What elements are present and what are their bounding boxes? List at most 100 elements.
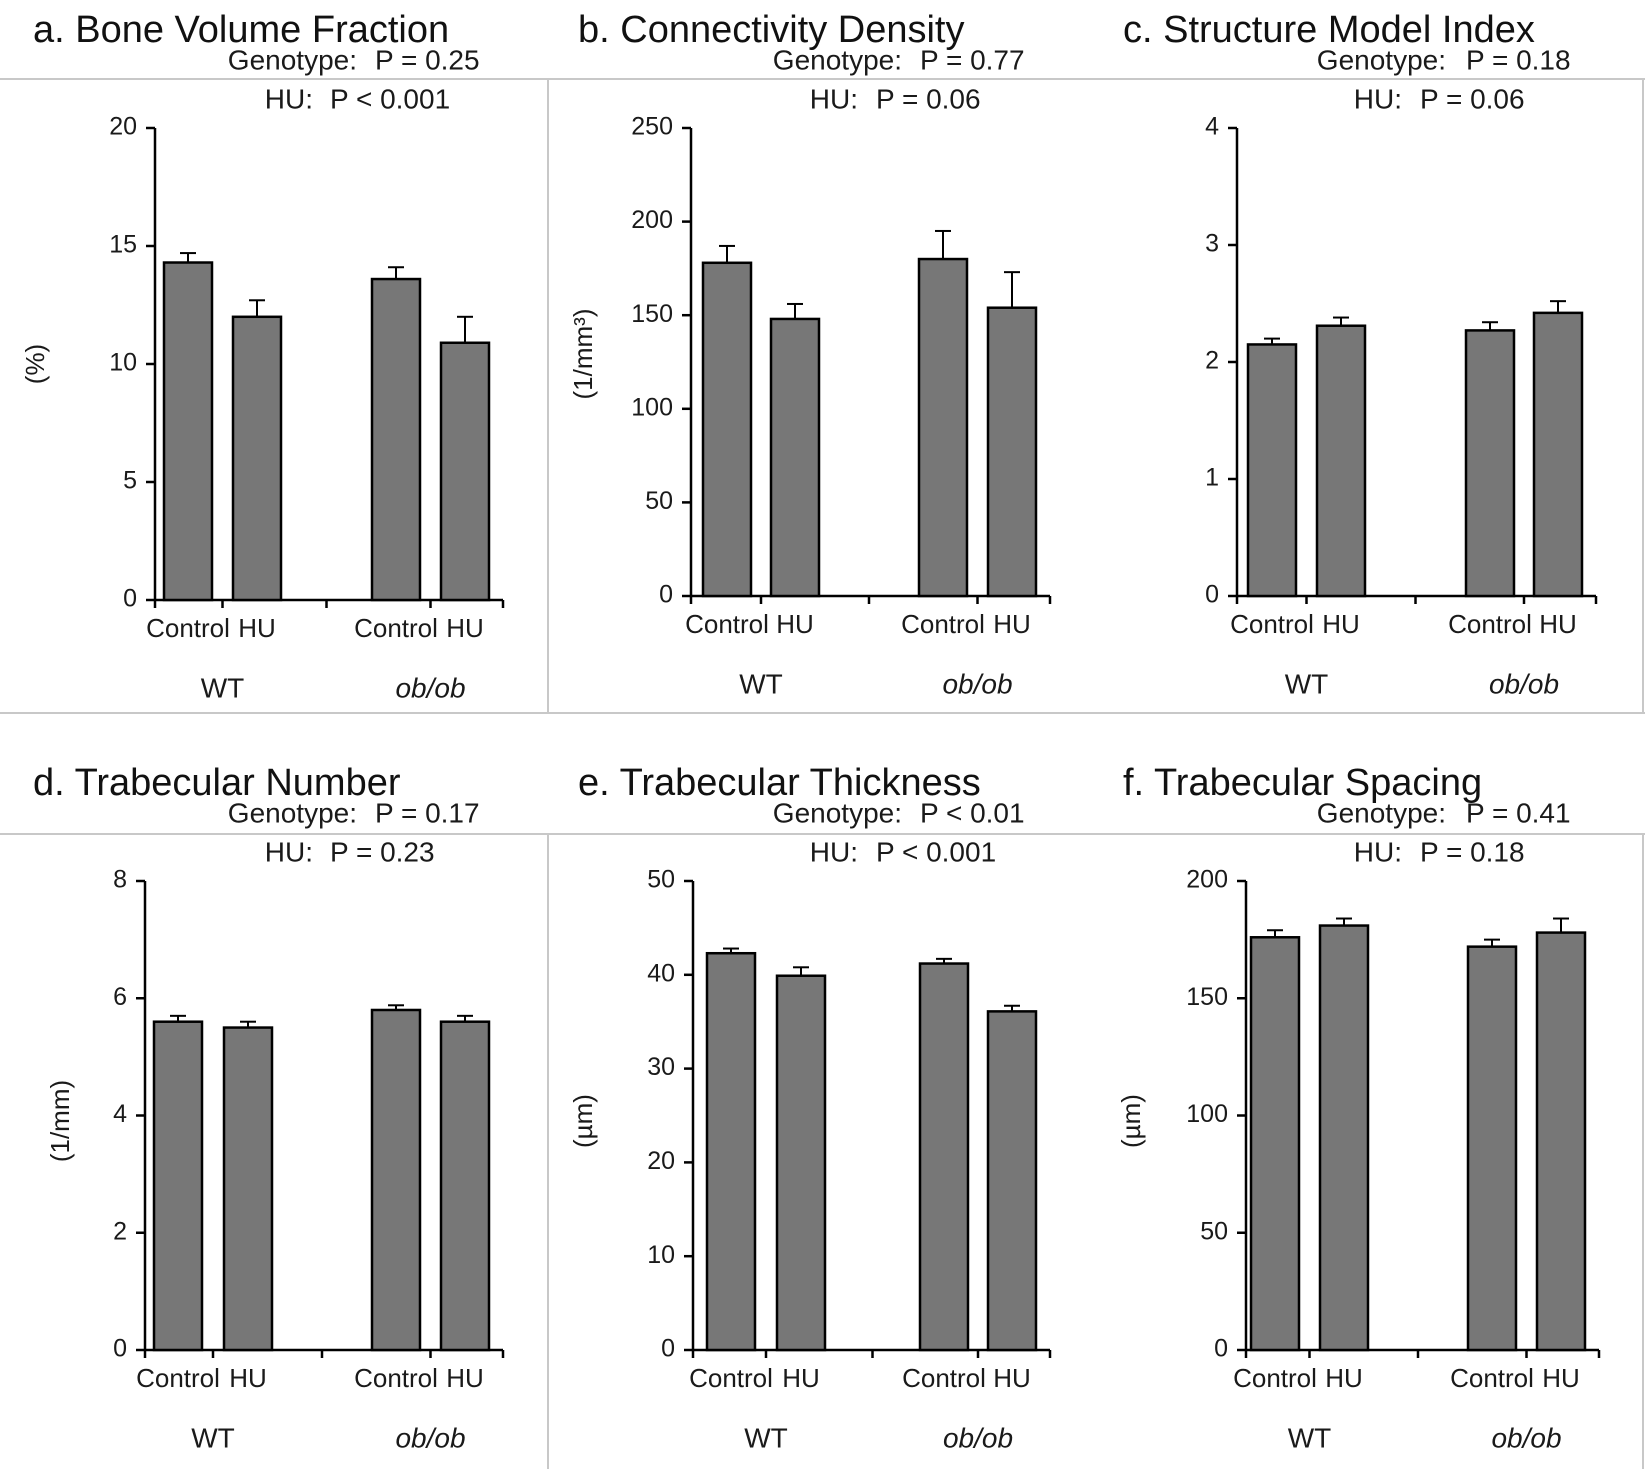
genotype-p-value: P = 0.41 (1466, 797, 1571, 828)
x-tick-label: Control (136, 1363, 220, 1393)
y-tick-label: 0 (659, 581, 673, 609)
x-tick-label: HU (1322, 609, 1360, 639)
y-tick-label: 15 (109, 231, 137, 259)
genotype-p-value: P = 0.17 (375, 797, 480, 828)
bar-obob-hu (439, 1020, 491, 1352)
bar-WT-hu (231, 315, 283, 602)
bar-WT-control (1249, 936, 1301, 1352)
x-tick-label: Control (689, 1363, 773, 1393)
x-tick-label: HU (238, 613, 276, 643)
chart-title: d. Trabecular Number (33, 762, 401, 804)
bar-WT-control (1246, 343, 1298, 598)
bar-obob-hu (986, 306, 1038, 598)
hu-label: HU: (1354, 836, 1402, 867)
bar-WT-hu (769, 317, 821, 598)
y-tick-label: 5 (123, 467, 137, 495)
y-tick-label: 20 (647, 1147, 675, 1175)
x-tick-label: HU (446, 1363, 484, 1393)
y-tick-label: 0 (661, 1335, 675, 1363)
x-tick-label: Control (354, 1363, 438, 1393)
group-label: ob/ob (942, 668, 1012, 699)
bar-obob-control (370, 1008, 422, 1352)
bar-WT-control (152, 1020, 204, 1352)
x-tick-label: HU (1539, 609, 1577, 639)
hu-p-value: P = 0.23 (330, 836, 435, 867)
x-tick-label: Control (1230, 609, 1314, 639)
x-tick-label: HU (993, 609, 1031, 639)
y-tick-label: 20 (109, 113, 137, 141)
y-tick-label: 200 (1186, 866, 1228, 894)
y-tick-label: 10 (109, 349, 137, 377)
x-tick-label: Control (685, 609, 769, 639)
bar-WT-control (701, 261, 753, 598)
y-tick-label: 3 (1205, 230, 1219, 258)
group-label: WT (191, 1422, 235, 1453)
bar-WT-control (162, 261, 214, 602)
bar-obob-hu (1535, 931, 1587, 1352)
bar-obob-control (370, 277, 422, 602)
y-axis-label: (1/mm³) (568, 309, 598, 400)
x-tick-label: HU (782, 1363, 820, 1393)
x-tick-label: Control (901, 609, 985, 639)
group-label: ob/ob (1489, 668, 1559, 699)
hu-p-value: P < 0.001 (876, 836, 996, 867)
bar-WT-hu (222, 1026, 274, 1352)
genotype-label: Genotype: (1317, 44, 1446, 75)
y-tick-label: 40 (647, 959, 675, 987)
y-tick-label: 100 (1186, 1100, 1228, 1128)
hu-label: HU: (265, 836, 313, 867)
genotype-p-value: P < 0.01 (920, 797, 1025, 828)
x-tick-label: HU (1325, 1363, 1363, 1393)
x-tick-label: Control (1448, 609, 1532, 639)
y-tick-label: 50 (1200, 1217, 1228, 1245)
y-axis-label: (1/mm) (45, 1080, 75, 1162)
x-tick-label: HU (776, 609, 814, 639)
y-tick-label: 100 (631, 393, 673, 421)
group-label: WT (744, 1422, 788, 1453)
bar-obob-hu (439, 341, 491, 602)
bar-obob-control (1464, 329, 1516, 598)
bar-WT-hu (775, 974, 827, 1352)
x-tick-label: HU (1542, 1363, 1580, 1393)
hu-label: HU: (265, 83, 313, 114)
bar-WT-control (705, 951, 757, 1352)
y-tick-label: 250 (631, 113, 673, 141)
hu-p-value: P = 0.06 (1420, 83, 1525, 114)
chart-title: c. Structure Model Index (1123, 9, 1535, 51)
x-tick-label: HU (229, 1363, 267, 1393)
y-axis-label: (µm) (1116, 1094, 1146, 1148)
group-label: ob/ob (395, 672, 465, 703)
bar-obob-control (1466, 945, 1518, 1352)
hu-label: HU: (810, 83, 858, 114)
genotype-label: Genotype: (773, 797, 902, 828)
chart-title: f. Trabecular Spacing (1123, 762, 1482, 804)
chart-title: a. Bone Volume Fraction (33, 9, 449, 51)
y-tick-label: 4 (1205, 113, 1219, 141)
group-label: WT (739, 668, 783, 699)
y-tick-label: 50 (645, 487, 673, 515)
group-label: ob/ob (943, 1422, 1013, 1453)
genotype-p-value: P = 0.25 (375, 44, 480, 75)
bar-obob-hu (1532, 311, 1584, 598)
bar-obob-control (918, 962, 970, 1352)
y-tick-label: 150 (1186, 983, 1228, 1011)
genotype-label: Genotype: (228, 44, 357, 75)
y-tick-label: 6 (113, 983, 127, 1011)
y-tick-label: 2 (1205, 347, 1219, 375)
y-tick-label: 10 (647, 1241, 675, 1269)
hu-p-value: P < 0.001 (330, 83, 450, 114)
chart-title: b. Connectivity Density (578, 9, 965, 51)
y-axis-label: (µm) (568, 1094, 598, 1148)
hu-label: HU: (810, 836, 858, 867)
y-tick-label: 0 (113, 1335, 127, 1363)
group-label: ob/ob (395, 1422, 465, 1453)
y-tick-label: 150 (631, 300, 673, 328)
bar-obob-control (917, 257, 969, 598)
group-label: WT (1288, 1422, 1332, 1453)
